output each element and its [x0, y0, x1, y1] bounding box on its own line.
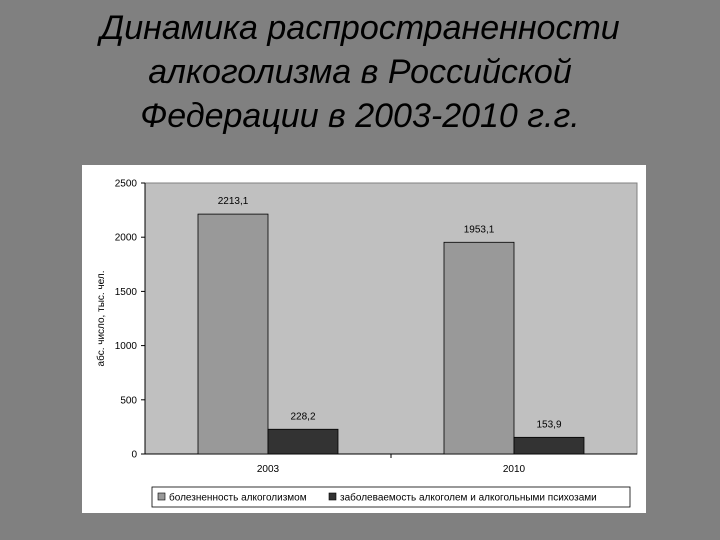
y-tick-label: 500 — [120, 395, 137, 406]
bar-chart: 0 500 1000 1500 2000 2500 абс. число, тыс. чел… — [95, 179, 638, 508]
legend-label-2: заболеваемость алкоголем и алкогольными … — [340, 492, 597, 504]
bar-2003-series-2 — [267, 428, 339, 455]
title-line-3: Федерации в 2003-2010 г.г. — [140, 97, 580, 135]
y-tick-label: 0 — [131, 450, 137, 461]
data-label: 1953,1 — [464, 224, 495, 235]
slide-title: Динамика распространенности алкоголизма … — [40, 6, 680, 138]
legend-swatch-2 — [328, 492, 337, 501]
data-label: 2213,1 — [218, 196, 249, 207]
y-tick-label: 2500 — [115, 179, 138, 190]
legend-swatch-1 — [157, 492, 166, 501]
title-line-2: алкоголизма в Российской — [148, 53, 572, 91]
legend-box — [151, 486, 631, 508]
bar-2003-series-1 — [197, 213, 269, 455]
y-axis-label: абс. число, тыс. чел. — [95, 271, 107, 367]
y-tick-label: 2000 — [115, 233, 138, 244]
y-tick-label: 1500 — [115, 287, 138, 298]
x-category-label: 2010 — [503, 464, 526, 475]
data-label: 153,9 — [536, 419, 561, 430]
data-label: 228,2 — [290, 411, 315, 422]
bar-2010-series-2 — [513, 436, 585, 455]
y-tick-label: 1000 — [115, 341, 138, 352]
bar-2010-series-1 — [443, 241, 515, 455]
legend-label-1: болезненность алкоголизмом — [169, 492, 307, 504]
chart-frame: 0 500 1000 1500 2000 2500 абс. число, тыс. чел… — [82, 165, 646, 513]
title-line-1: Динамика распространенности — [100, 9, 620, 47]
x-category-label: 2003 — [257, 464, 280, 475]
